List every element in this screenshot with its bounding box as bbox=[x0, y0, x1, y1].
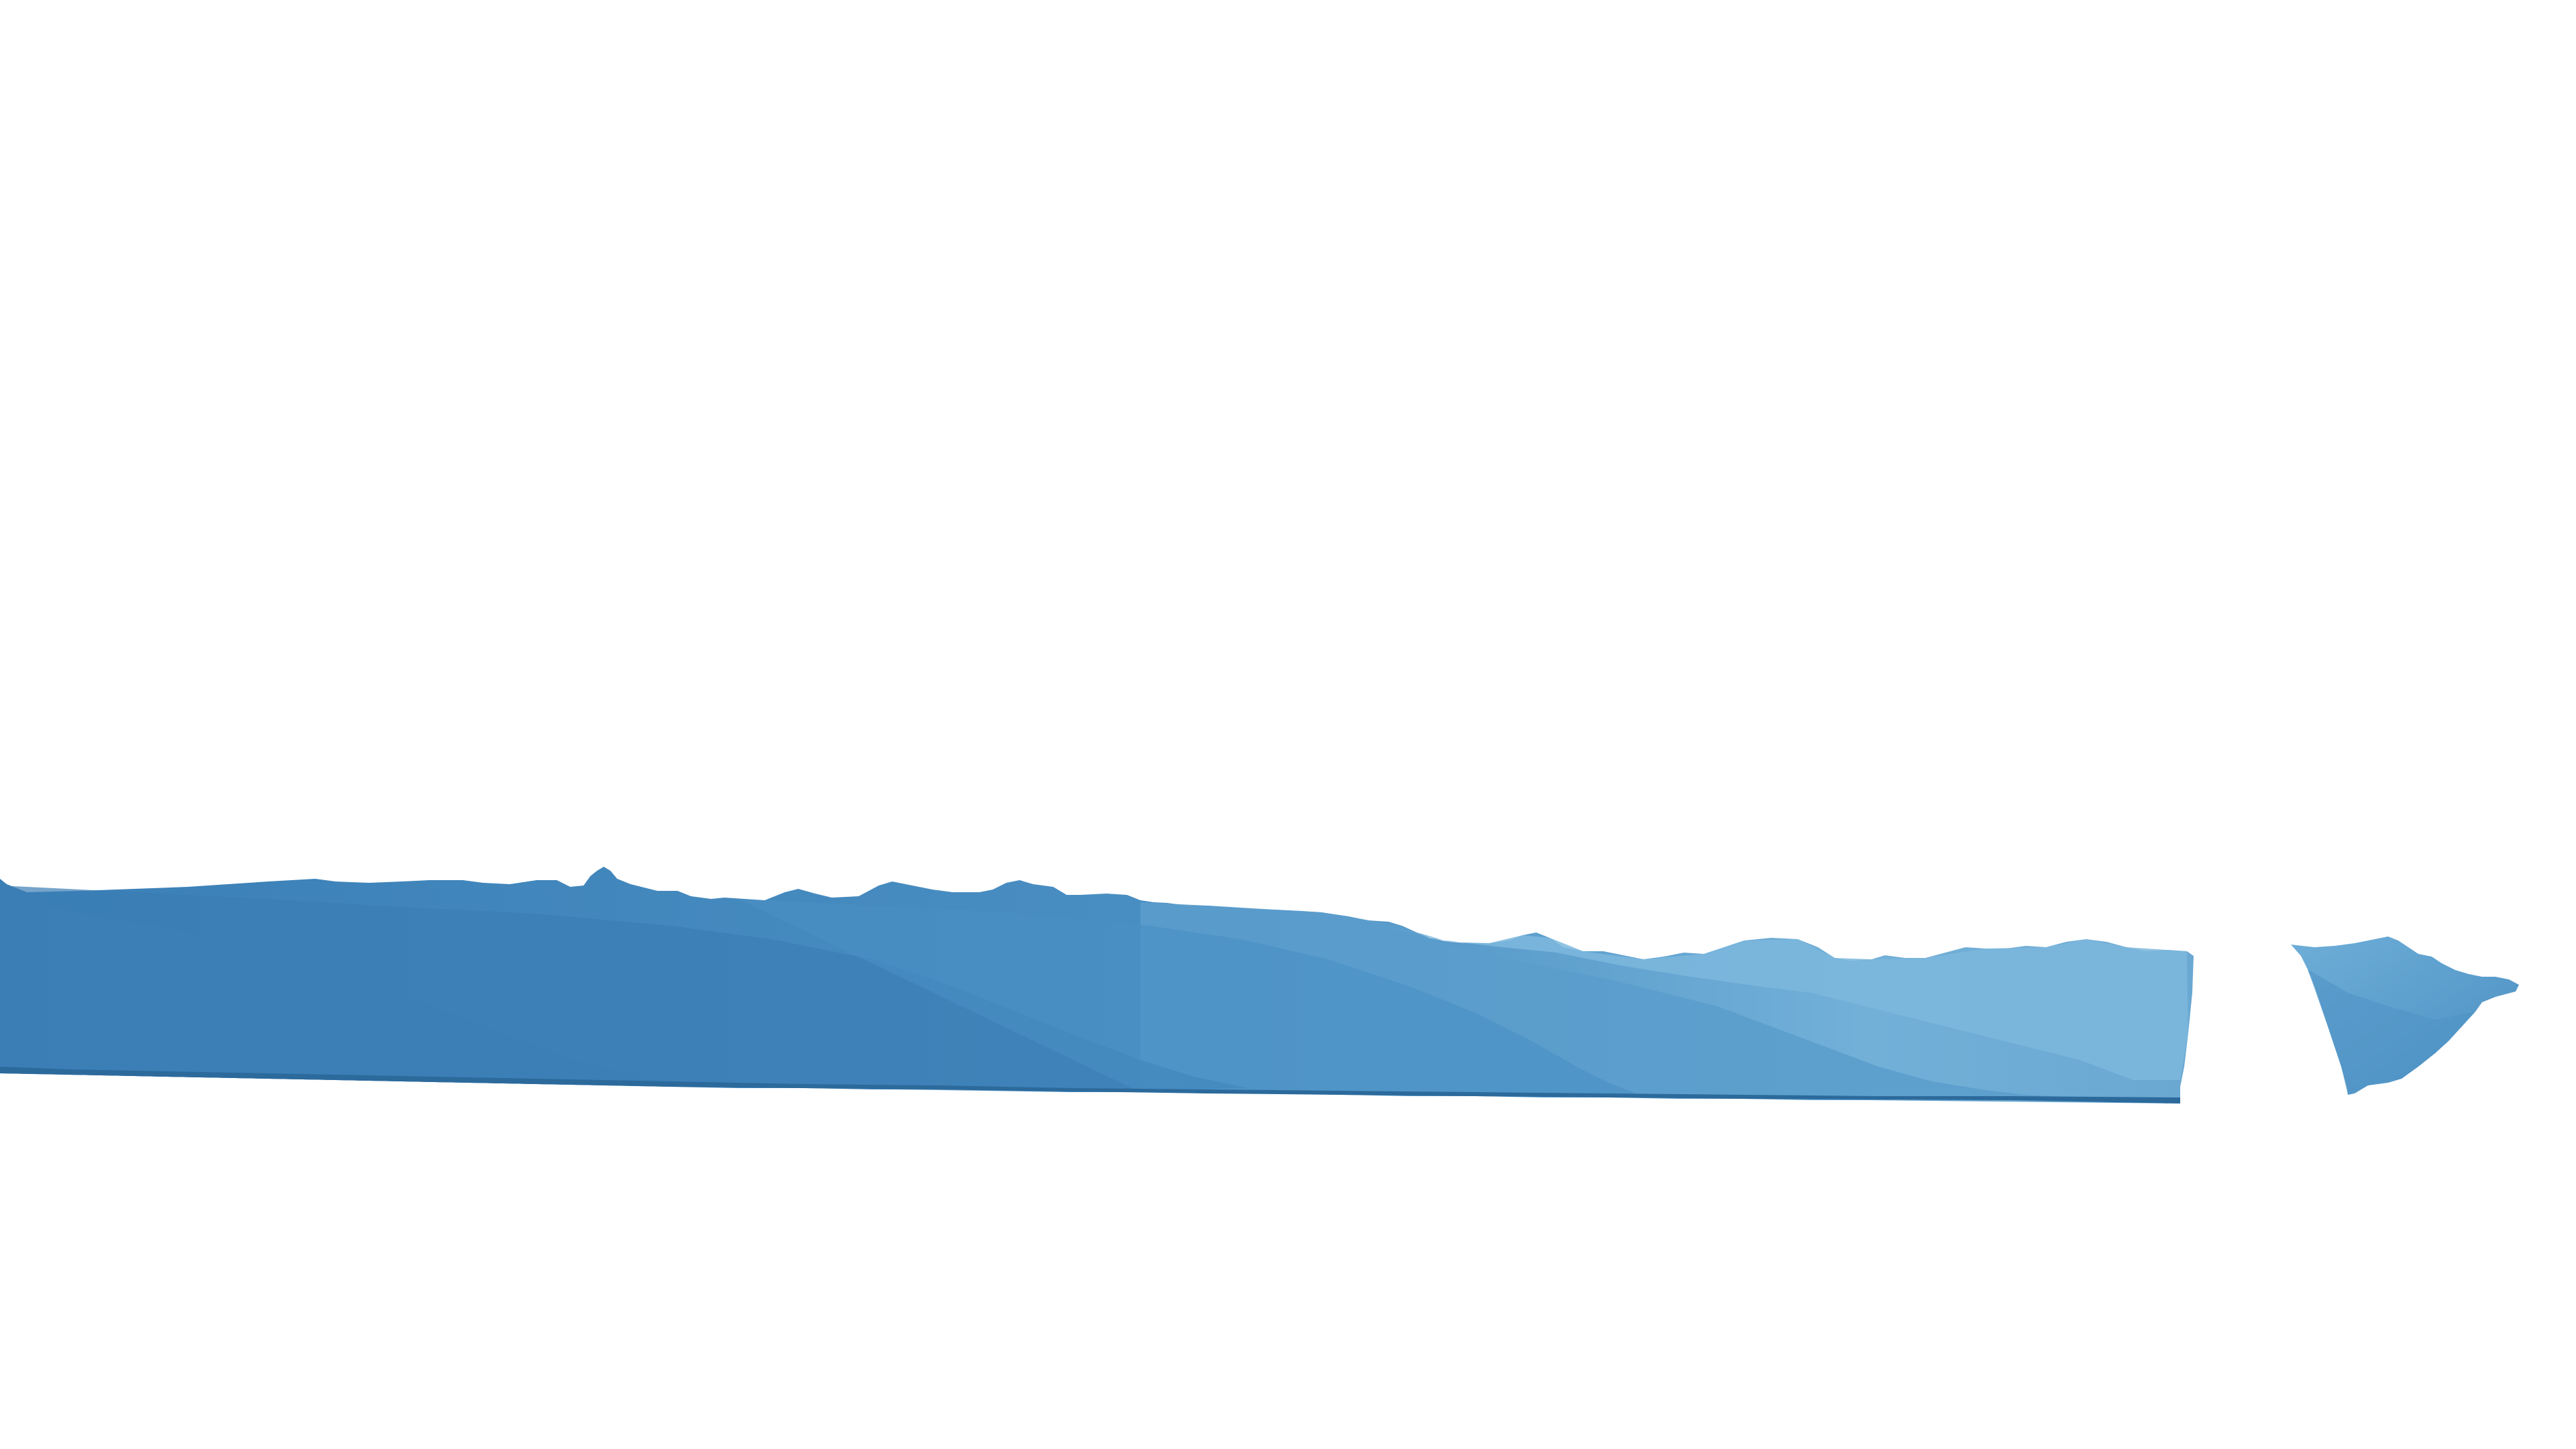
far-range bbox=[1382, 926, 2188, 1080]
main-strip bbox=[0, 867, 2194, 1104]
triangular-fragment bbox=[2291, 936, 2519, 1095]
front-ridge bbox=[0, 885, 1248, 1092]
valley-ridge bbox=[738, 899, 1644, 1096]
fragment-shade bbox=[2308, 969, 2475, 1095]
shoreline bbox=[0, 1067, 2180, 1104]
